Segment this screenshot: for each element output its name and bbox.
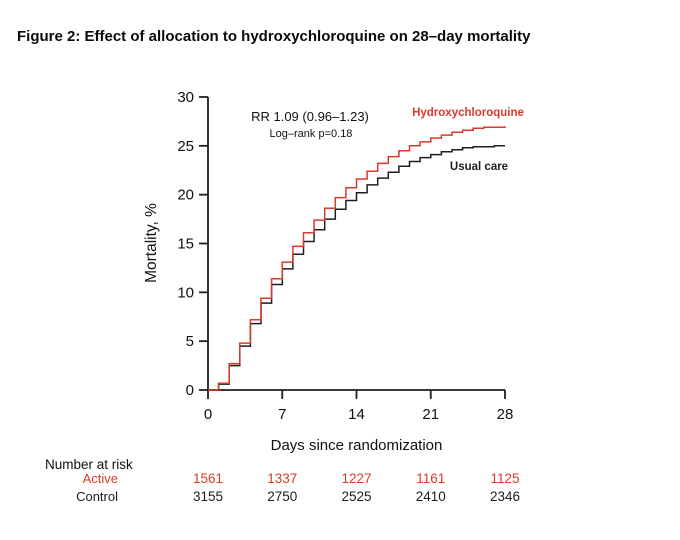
risk-value-control-day14: 2525	[341, 489, 372, 504]
usual-care-curve	[208, 145, 505, 391]
risk-value-control-day21: 2410	[415, 489, 446, 504]
y-tick-label: 30	[177, 89, 194, 106]
legend-usual-care: Usual care	[450, 161, 508, 173]
y-tick-label: 15	[177, 236, 194, 253]
risk-value-control-day0: 3155	[192, 489, 224, 504]
logrank-annotation: Log–rank p=0.18	[270, 128, 353, 140]
x-axis-title: Days since randomization	[271, 437, 443, 454]
axes	[207, 97, 505, 391]
risk-value-active-day28: 1125	[490, 471, 520, 486]
risk-value-active-day0: 1561	[192, 471, 224, 486]
risk-table-header: Number at risk	[45, 457, 133, 472]
mortality-chart: 0 5 10 15 20 25 30 0 7 14 21 28 Mortality, % Days sin…	[143, 89, 524, 454]
y-tick-label: 20	[177, 187, 194, 204]
risk-value-control-day28: 2346	[489, 489, 521, 504]
risk-value-active-day14: 1227	[341, 471, 372, 486]
x-tick-label: 14	[348, 406, 365, 423]
y-tick-label: 10	[177, 284, 194, 301]
risk-value-control-day7: 2750	[267, 489, 298, 504]
x-tick-label: 7	[278, 406, 286, 423]
legend-hydroxychloroquine: Hydroxychloroquine	[412, 107, 524, 119]
risk-value-active-day7: 1337	[267, 471, 298, 486]
figure-title: Figure 2: Effect of allocation to hydrox…	[17, 28, 531, 45]
x-tick-label: 28	[497, 406, 514, 423]
y-axis-title: Mortality, %	[143, 203, 160, 283]
risk-row-label-active: Active	[82, 471, 118, 486]
y-tick-label: 25	[177, 138, 194, 155]
x-tick-label: 21	[422, 406, 439, 423]
x-tick-label: 0	[204, 406, 212, 423]
risk-row-label-control: Control	[76, 489, 118, 504]
risk-value-active-day21: 1161	[416, 471, 446, 486]
hydroxychloroquine-curve	[208, 126, 506, 391]
y-tick-label: 5	[186, 333, 194, 350]
y-tick-label: 0	[186, 382, 194, 399]
rr-annotation: RR 1.09 (0.96–1.23)	[251, 109, 369, 124]
